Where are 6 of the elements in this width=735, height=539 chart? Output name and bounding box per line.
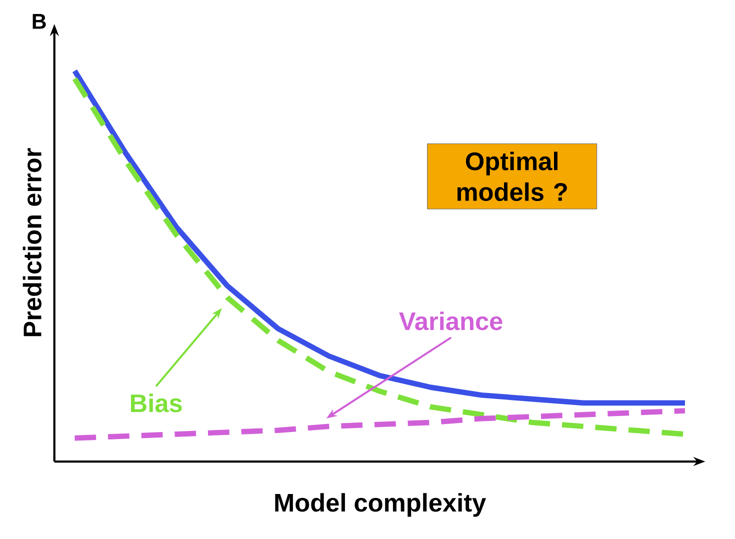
text: Bias — [131, 394, 182, 412]
annotation: Optimal models ? — [457, 152, 567, 202]
x-axis-title: Model complexity — [275, 493, 486, 517]
y-axis-title: Prediction error — [22, 148, 42, 336]
text: B — [32, 14, 46, 29]
text: Variance — [399, 312, 502, 330]
